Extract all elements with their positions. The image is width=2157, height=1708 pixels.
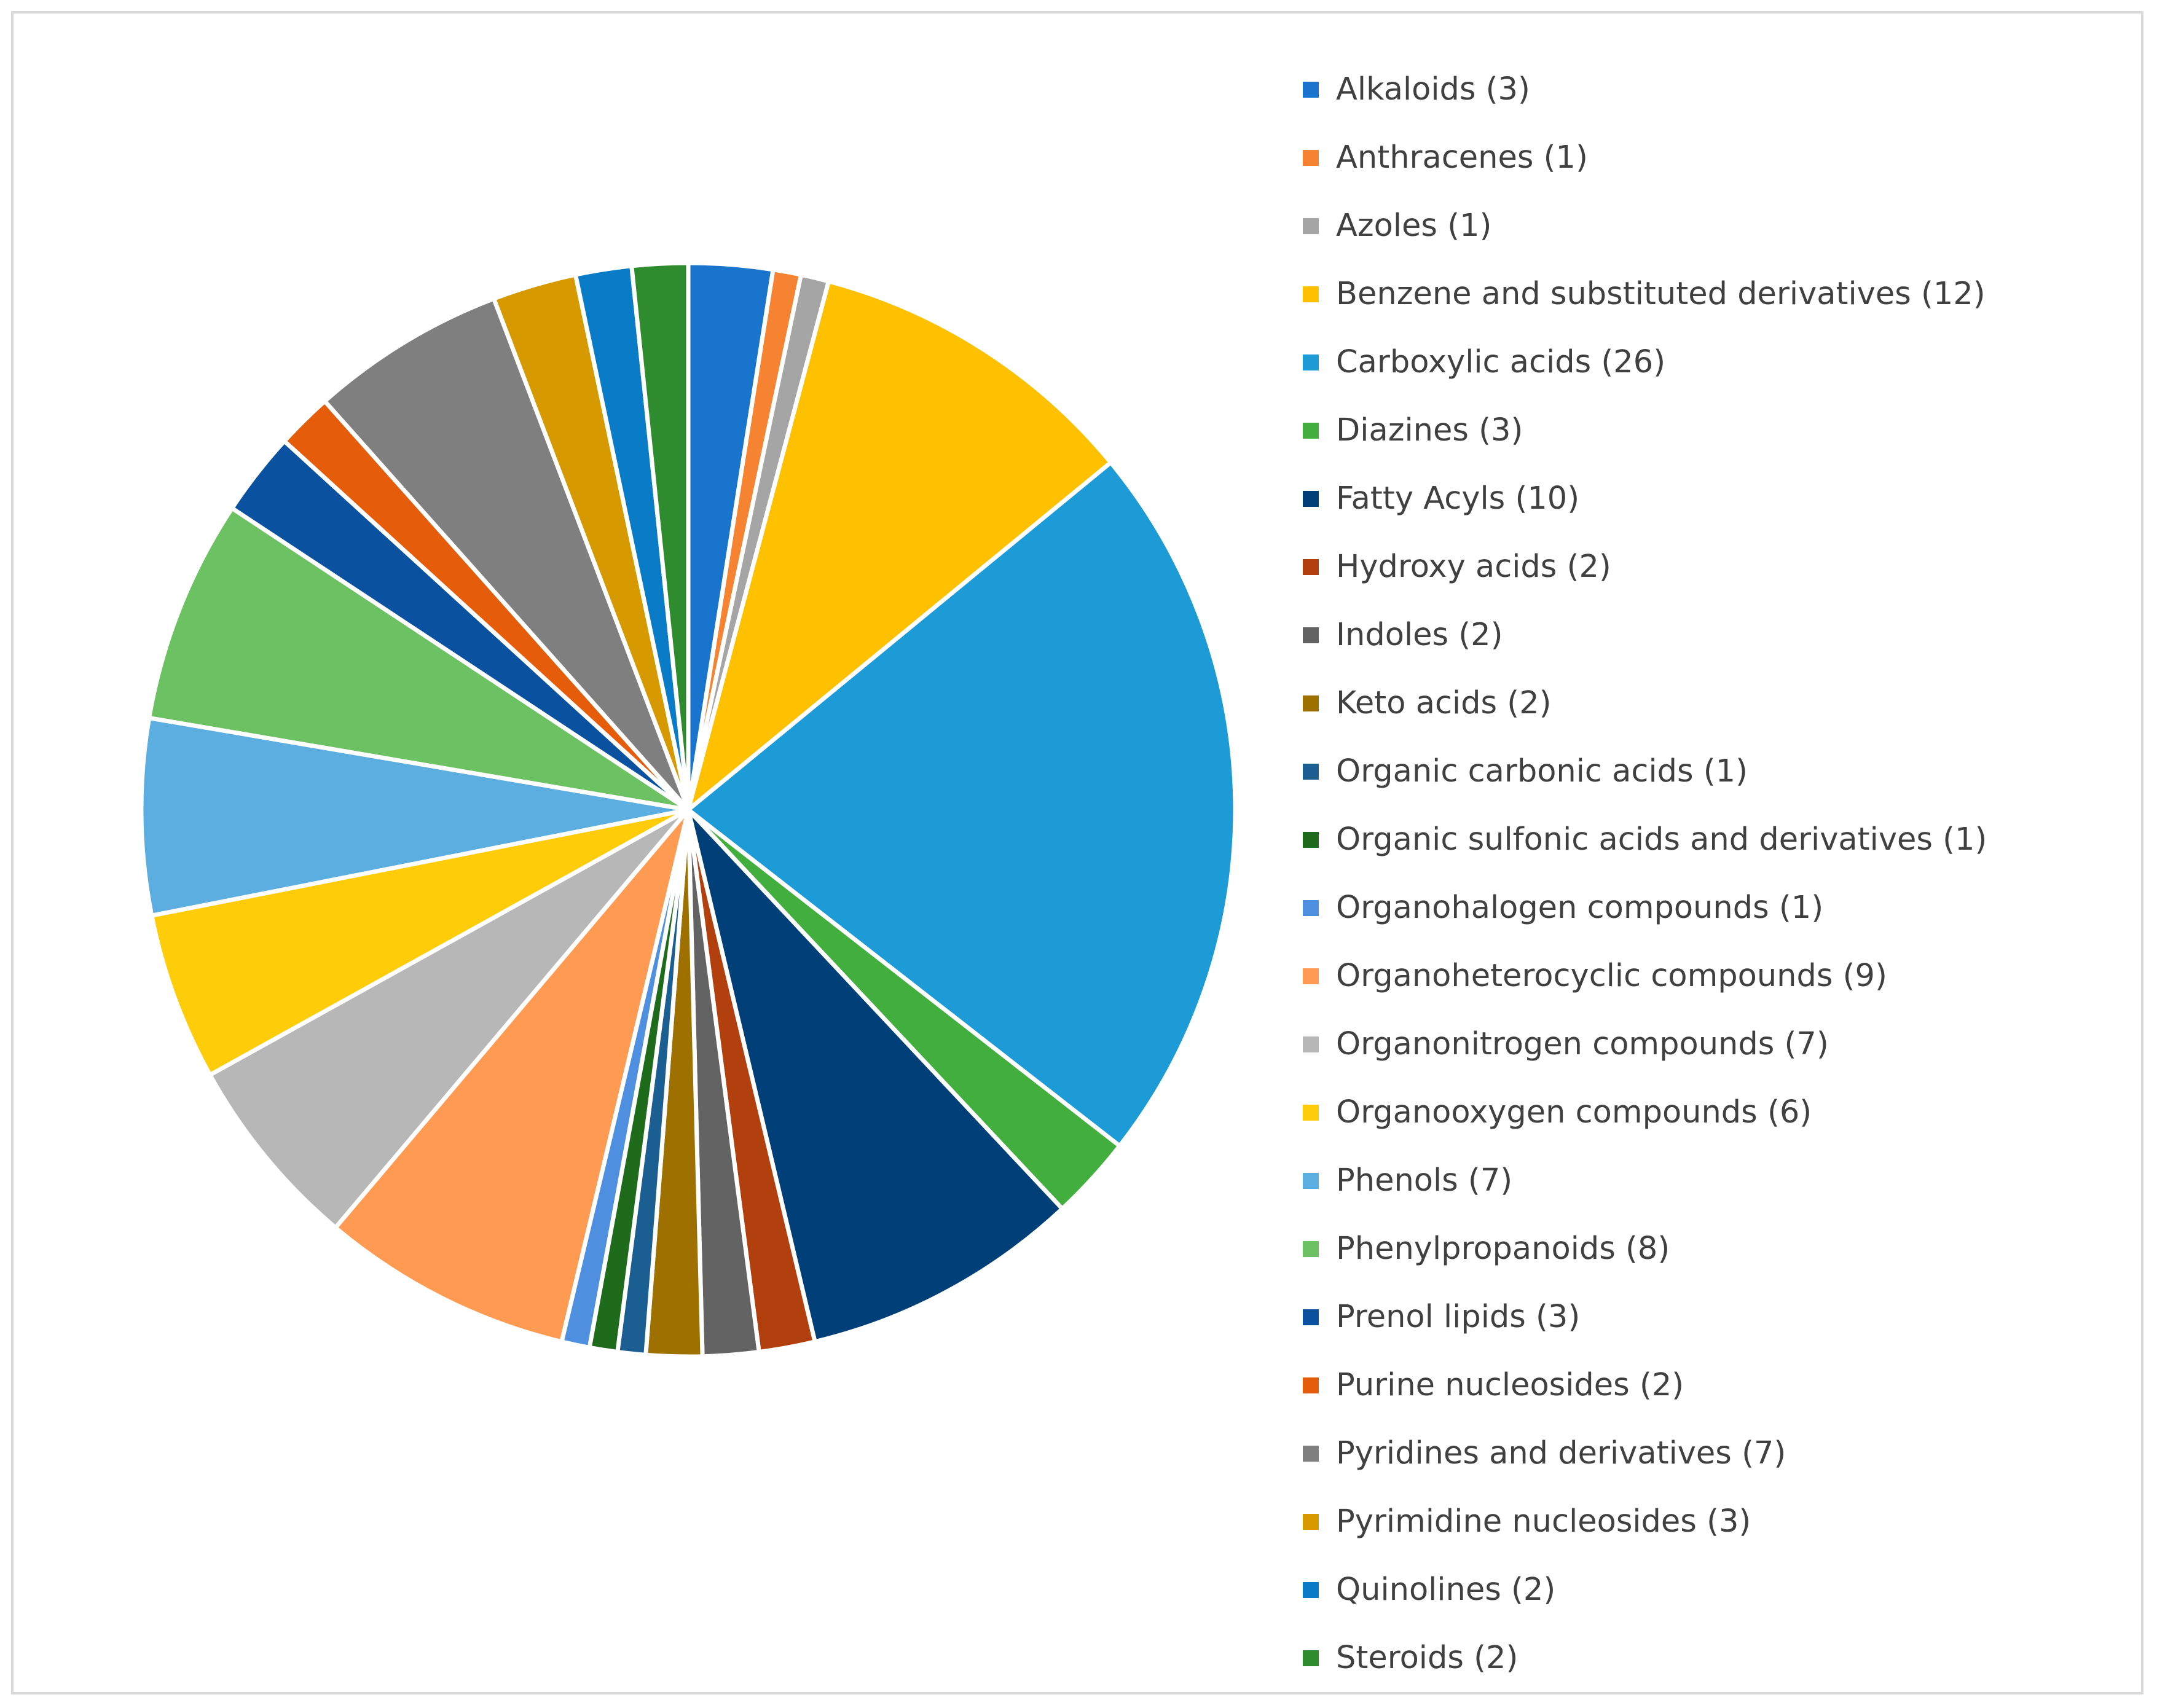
legend-item-pyrimidine-nucleosides: Pyrimidine nucleosides (3) (1303, 1487, 2126, 1556)
legend-swatch (1303, 1377, 1319, 1393)
legend-item-organooxygen-compounds: Organooxygen compounds (6) (1303, 1078, 2126, 1146)
legend-item-benzene-and-substituted-derivatives: Benzene and substituted derivatives (12) (1303, 260, 2126, 328)
legend-swatch (1303, 1104, 1319, 1121)
legend-label: Benzene and substituted derivatives (12) (1336, 276, 1986, 312)
legend-label: Indoles (2) (1336, 617, 1503, 653)
legend-item-diazines: Diazines (3) (1303, 396, 2126, 464)
legend-item-steroids: Steroids (2) (1303, 1624, 2126, 1692)
legend-label: Keto acids (2) (1336, 685, 1552, 721)
legend-label: Organohalogen compounds (1) (1336, 890, 1824, 926)
legend-item-organohalogen-compounds: Organohalogen compounds (1) (1303, 874, 2126, 942)
pie-slice-phenols (139, 716, 691, 918)
legend-swatch (1303, 149, 1319, 166)
legend-swatch (1303, 695, 1319, 711)
legend-item-keto-acids: Keto acids (2) (1303, 669, 2126, 737)
legend-label: Carboxylic acids (26) (1336, 344, 1666, 380)
legend-label: Azoles (1) (1336, 208, 1492, 244)
legend-swatch (1303, 286, 1319, 302)
legend-label: Diazines (3) (1336, 412, 1523, 449)
legend-swatch (1303, 422, 1319, 439)
legend-swatch (1303, 490, 1319, 507)
legend-label: Quinolines (2) (1336, 1572, 1556, 1608)
pie-slice-pyridines-and-derivatives (322, 296, 691, 812)
chart-legend: Alkaloids (3) Anthracenes (1) Azoles (1) Be… (1303, 55, 2126, 1692)
pie-slice-organooxygen-compounds (149, 807, 691, 1078)
legend-swatch (1303, 1240, 1319, 1257)
legend-label: Fatty Acyls (10) (1336, 480, 1580, 517)
pie-slice-benzene-and-substituted-derivatives (686, 279, 1114, 812)
legend-label: Organonitrogen compounds (7) (1336, 1026, 1829, 1062)
legend-swatch (1303, 627, 1319, 643)
legend-label: Organoheterocyclic compounds (9) (1336, 958, 1887, 994)
legend-swatch (1303, 831, 1319, 848)
legend-swatch (1303, 1581, 1319, 1598)
legend-item-pyridines-and-derivatives: Pyridines and derivatives (7) (1303, 1419, 2126, 1487)
legend-item-organic-sulfonic-acids-and-derivatives: Organic sulfonic acids and derivatives (… (1303, 805, 2126, 874)
legend-label: Anthracenes (1) (1336, 139, 1588, 176)
legend-label: Alkaloids (3) (1336, 71, 1530, 108)
legend-swatch (1303, 968, 1319, 984)
legend-swatch (1303, 899, 1319, 916)
legend-item-phenols: Phenols (7) (1303, 1146, 2126, 1215)
legend-swatch (1303, 558, 1319, 575)
legend-item-organic-carbonic-acids: Organic carbonic acids (1) (1303, 737, 2126, 805)
legend-item-phenylpropanoids: Phenylpropanoids (8) (1303, 1215, 2126, 1283)
legend-item-indoles: Indoles (2) (1303, 601, 2126, 669)
pie-slice-organonitrogen-compounds (208, 807, 691, 1230)
legend-item-organonitrogen-compounds: Organonitrogen compounds (7) (1303, 1010, 2126, 1078)
legend-item-purine-nucleosides: Purine nucleosides (2) (1303, 1351, 2126, 1419)
legend-swatch (1303, 1513, 1319, 1530)
legend-item-organoheterocyclic-compounds: Organoheterocyclic compounds (9) (1303, 942, 2126, 1010)
legend-swatch (1303, 217, 1319, 234)
legend-swatch (1303, 1309, 1319, 1325)
legend-swatch (1303, 354, 1319, 370)
legend-label: Organic sulfonic acids and derivatives (… (1336, 821, 1987, 858)
legend-item-hydroxy-acids: Hydroxy acids (2) (1303, 533, 2126, 601)
legend-label: Pyrimidine nucleosides (3) (1336, 1503, 1751, 1540)
legend-label: Steroids (2) (1336, 1640, 1519, 1676)
pie-slice-steroids (629, 261, 691, 812)
legend-item-quinolines: Quinolines (2) (1303, 1556, 2126, 1624)
legend-label: Purine nucleosides (2) (1336, 1367, 1684, 1403)
legend-label: Organooxygen compounds (6) (1336, 1094, 1812, 1130)
legend-item-prenol-lipids: Prenol lipids (3) (1303, 1283, 2126, 1351)
legend-swatch (1303, 81, 1319, 98)
legend-swatch (1303, 763, 1319, 780)
legend-item-fatty-acyls: Fatty Acyls (10) (1303, 464, 2126, 533)
legend-label: Hydroxy acids (2) (1336, 549, 1611, 585)
legend-label: Phenols (7) (1336, 1162, 1513, 1199)
pie-slice-phenylpropanoids (147, 506, 691, 812)
pie-slice-organoheterocyclic-compounds (333, 807, 691, 1344)
legend-item-carboxylic-acids: Carboxylic acids (26) (1303, 328, 2126, 396)
pie-slice-carboxylic-acids (686, 460, 1238, 1148)
legend-label: Prenol lipids (3) (1336, 1299, 1581, 1335)
legend-swatch (1303, 1036, 1319, 1052)
legend-label: Pyridines and derivatives (7) (1336, 1435, 1786, 1471)
legend-label: Phenylpropanoids (8) (1336, 1231, 1670, 1267)
legend-swatch (1303, 1172, 1319, 1189)
legend-label: Organic carbonic acids (1) (1336, 753, 1748, 789)
legend-item-alkaloids: Alkaloids (3) (1303, 55, 2126, 123)
pie-slice-fatty-acyls (686, 807, 1065, 1344)
legend-item-anthracenes: Anthracenes (1) (1303, 123, 2126, 192)
legend-swatch (1303, 1445, 1319, 1462)
legend-item-azoles: Azoles (1) (1303, 192, 2126, 260)
pie-slices (139, 261, 1238, 1359)
legend-swatch (1303, 1650, 1319, 1666)
